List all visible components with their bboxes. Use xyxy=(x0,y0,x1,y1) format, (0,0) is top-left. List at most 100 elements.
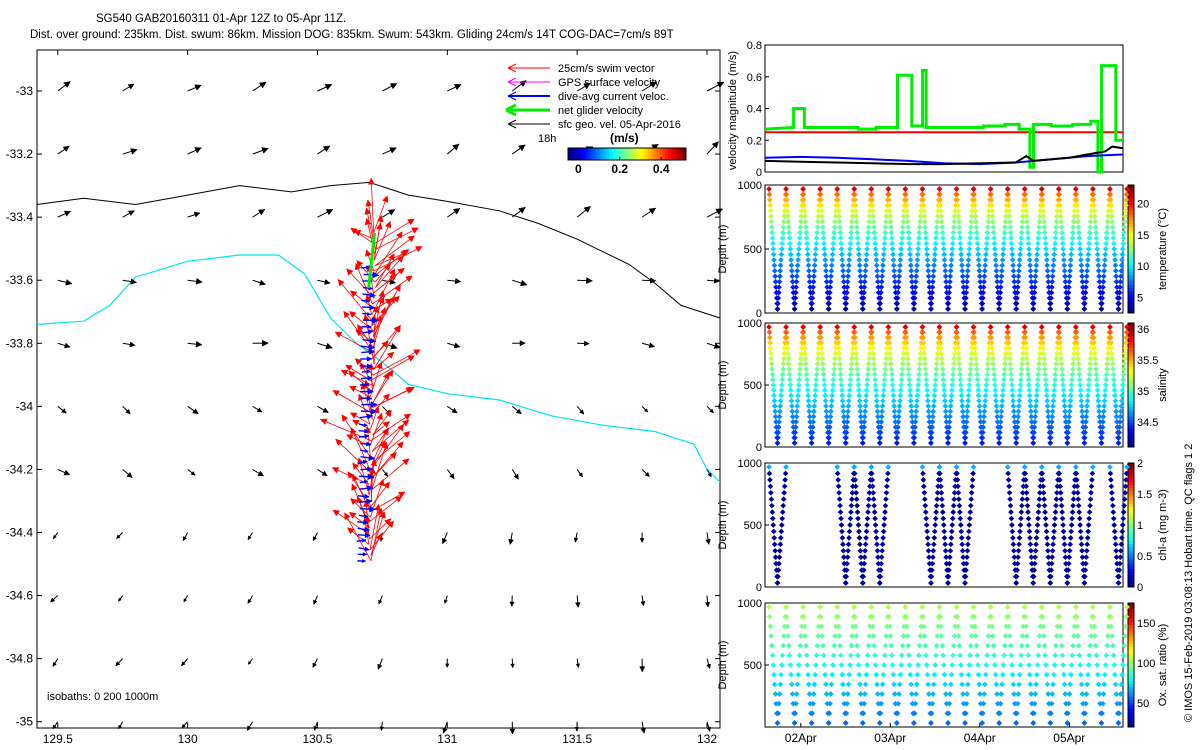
swim-vector xyxy=(344,512,372,562)
swim-vector xyxy=(349,311,375,332)
map-ytick-label: -35 xyxy=(16,715,34,729)
dac-vector xyxy=(358,473,375,481)
swim-vector xyxy=(368,177,375,233)
dac-vector xyxy=(360,356,373,362)
dac-vector xyxy=(357,552,368,557)
dac-vector xyxy=(362,292,376,298)
geo-vector xyxy=(705,532,711,545)
dac-vector xyxy=(361,324,373,330)
geo-vector xyxy=(118,595,124,602)
time-tick-label: 02Apr xyxy=(785,731,817,745)
profile-points xyxy=(766,324,1130,446)
colorbar-tick-label: 2 xyxy=(1137,458,1143,470)
colorbar-tick-label: 100 xyxy=(1137,658,1155,670)
dac-vector xyxy=(361,369,372,374)
legend-dac-label: dive-avg current veloc. xyxy=(558,91,669,103)
swim-vector xyxy=(372,421,390,436)
geo-vector xyxy=(511,206,526,218)
dac-vector xyxy=(360,343,376,351)
geo-vector xyxy=(378,595,383,605)
profile-points xyxy=(766,186,1130,312)
geo-vector xyxy=(252,279,267,286)
panel-ytick-label: 1000 xyxy=(738,458,762,470)
swim-vector xyxy=(332,390,373,414)
geo-vector xyxy=(640,595,646,607)
dac-vector xyxy=(357,493,370,500)
geo-vector xyxy=(573,532,579,543)
geo-vector xyxy=(576,82,591,92)
geo-vector xyxy=(247,532,253,541)
swim-vector xyxy=(373,218,415,245)
swim-vector xyxy=(373,349,421,376)
geo-vector xyxy=(247,595,253,604)
geo-vector xyxy=(576,406,585,415)
dac-vector xyxy=(361,408,378,415)
geo-vector xyxy=(509,721,516,735)
geo-vector xyxy=(181,721,188,729)
geo-vector xyxy=(317,342,333,350)
velocity-series xyxy=(764,145,1124,166)
colorbar-tick-label: 34.5 xyxy=(1137,417,1158,429)
panel-ytick-label: 0.8 xyxy=(747,40,762,52)
map-xtick-label: 130.5 xyxy=(302,732,332,746)
map-colorbar-tick: 0 xyxy=(575,162,582,176)
geo-vector xyxy=(52,658,59,667)
geo-vector xyxy=(252,147,269,155)
geo-vector xyxy=(509,595,515,607)
panel-ytick-label: 1000 xyxy=(738,318,762,330)
geo-vector xyxy=(247,658,253,665)
dac-vector xyxy=(360,454,376,461)
panel-ytick-label: 500 xyxy=(744,520,762,532)
swim-vector xyxy=(354,262,373,305)
dac-vector xyxy=(359,413,374,420)
dac-vector xyxy=(360,441,372,447)
geo-vector xyxy=(508,532,514,545)
geo-vector xyxy=(52,532,59,540)
geo-vector xyxy=(57,405,67,414)
geo-vector xyxy=(181,658,189,667)
legend-swim-label: 25cm/s swim vector xyxy=(558,63,655,75)
swim-vector xyxy=(349,412,371,425)
time-tick-label: 03Apr xyxy=(874,731,906,745)
geo-vector xyxy=(641,81,658,92)
map-xtick-label: 130 xyxy=(178,732,198,746)
geo-vector xyxy=(447,405,458,414)
geo-vector xyxy=(115,658,124,667)
panel-ytick-label: 500 xyxy=(744,660,762,672)
geo-vector xyxy=(446,469,455,480)
geo-vector xyxy=(447,342,461,349)
swim-vector xyxy=(373,195,389,234)
net-velocity-vector xyxy=(367,232,377,289)
panel-ytick-label: 0.6 xyxy=(747,72,762,84)
geo-vector xyxy=(577,277,593,285)
dac-vector xyxy=(361,401,378,408)
legend-time-label: 18h xyxy=(538,133,556,145)
panel-ylabel: Depth (m) xyxy=(717,641,729,690)
geo-vector xyxy=(118,721,124,730)
swim-vector xyxy=(368,495,403,523)
dac-vector xyxy=(357,532,371,539)
geo-vector xyxy=(704,595,711,608)
geo-vector xyxy=(642,277,657,284)
geo-vector xyxy=(443,595,448,605)
geo-vector xyxy=(446,143,460,155)
dac-vector xyxy=(361,265,371,270)
geo-vector xyxy=(187,277,203,285)
dac-vector xyxy=(358,433,370,439)
geo-vector xyxy=(447,84,462,92)
swim-vector xyxy=(373,215,384,261)
geo-vector xyxy=(57,342,71,349)
panel-ytick-label: 0.4 xyxy=(747,104,762,116)
colorbar-tick-label: 5 xyxy=(1137,292,1143,304)
dac-vector xyxy=(361,329,374,335)
geo-vector xyxy=(252,468,265,477)
dac-vector xyxy=(358,513,369,519)
geo-vector xyxy=(317,405,329,413)
panel-ytick-label: 500 xyxy=(744,244,762,256)
geo-vector xyxy=(122,469,133,478)
swim-vector xyxy=(372,290,386,337)
geo-vector xyxy=(706,342,721,349)
geo-vector xyxy=(641,469,650,477)
geo-vector xyxy=(382,83,398,92)
geo-vector xyxy=(52,721,59,730)
